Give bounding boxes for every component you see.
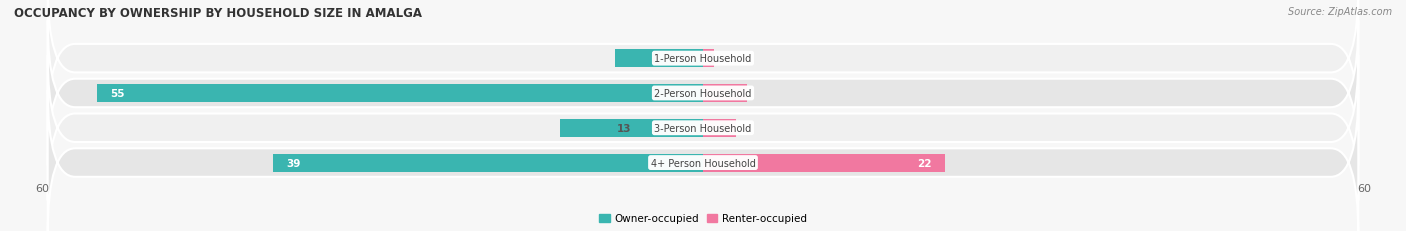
Bar — [703, 119, 737, 137]
Legend: Owner-occupied, Renter-occupied: Owner-occupied, Renter-occupied — [595, 210, 811, 228]
FancyBboxPatch shape — [48, 21, 1358, 166]
Text: 1: 1 — [709, 54, 716, 64]
Text: 4: 4 — [725, 88, 733, 99]
Bar — [703, 85, 747, 103]
Bar — [614, 50, 703, 68]
Text: 8: 8 — [652, 54, 659, 64]
Text: 1-Person Household: 1-Person Household — [654, 54, 752, 64]
Bar — [703, 154, 945, 172]
Text: 3: 3 — [720, 123, 727, 133]
Text: 4+ Person Household: 4+ Person Household — [651, 158, 755, 168]
FancyBboxPatch shape — [48, 56, 1358, 201]
Bar — [703, 50, 714, 68]
Text: Source: ZipAtlas.com: Source: ZipAtlas.com — [1288, 7, 1392, 17]
Text: 55: 55 — [111, 88, 125, 99]
Text: 2-Person Household: 2-Person Household — [654, 88, 752, 99]
Text: 13: 13 — [617, 123, 631, 133]
Text: 39: 39 — [287, 158, 301, 168]
FancyBboxPatch shape — [48, 0, 1358, 131]
Bar — [273, 154, 703, 172]
Bar — [97, 85, 703, 103]
Text: 3-Person Household: 3-Person Household — [654, 123, 752, 133]
Text: OCCUPANCY BY OWNERSHIP BY HOUSEHOLD SIZE IN AMALGA: OCCUPANCY BY OWNERSHIP BY HOUSEHOLD SIZE… — [14, 7, 422, 20]
Text: 22: 22 — [918, 158, 932, 168]
FancyBboxPatch shape — [48, 91, 1358, 231]
Bar — [560, 119, 703, 137]
